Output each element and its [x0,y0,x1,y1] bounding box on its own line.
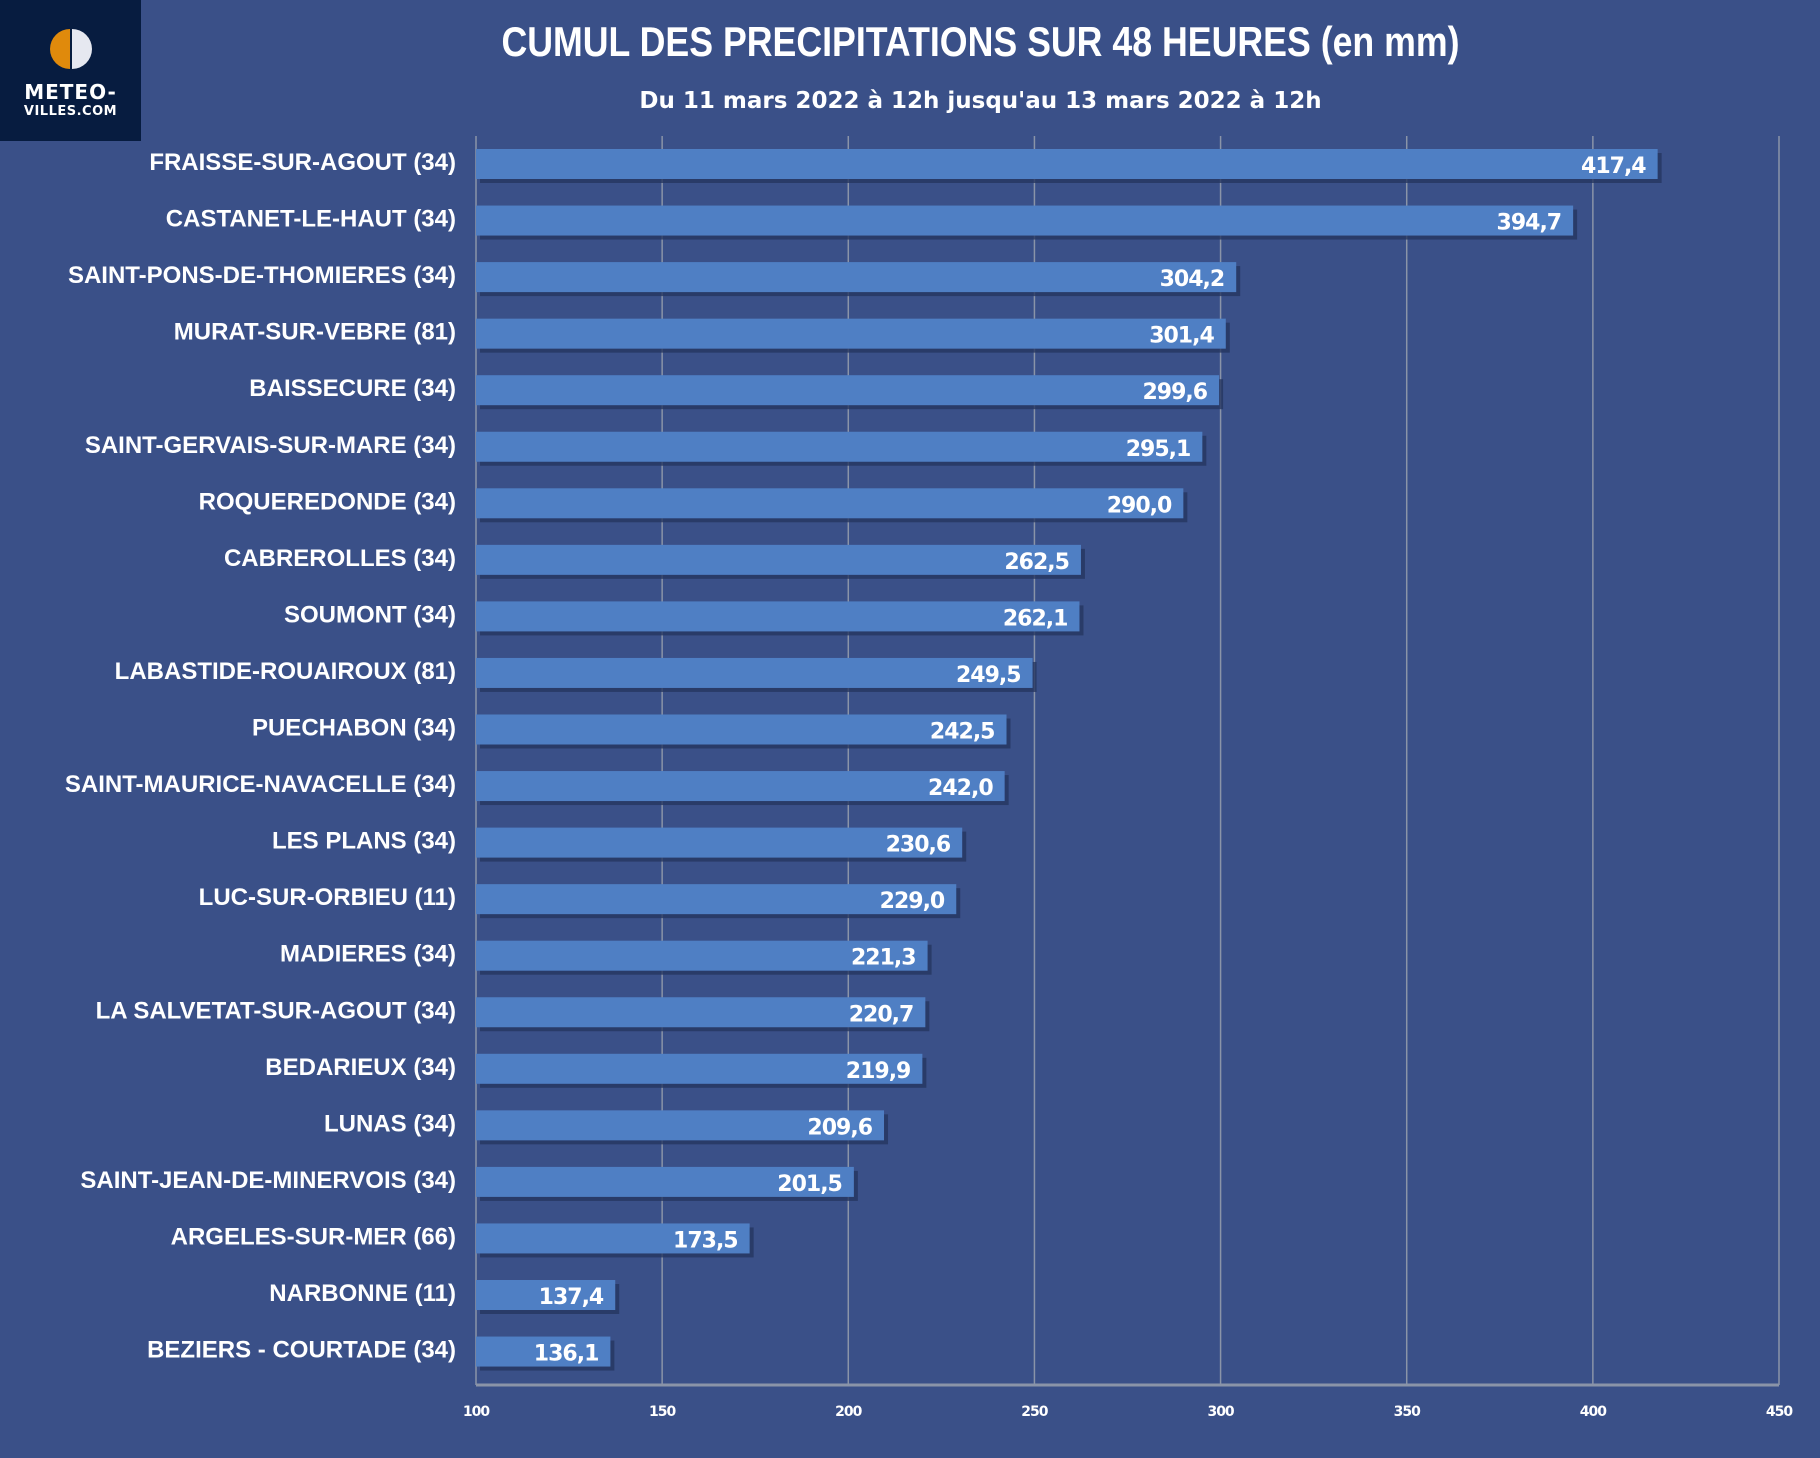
y-category-label: SAINT-JEAN-DE-MINERVOIS (34) [80,1167,456,1194]
y-category-label: NARBONNE (11) [269,1280,456,1307]
bar [476,1223,750,1254]
y-category-label: MURAT-SUR-VEBRE (81) [174,319,456,346]
data-label: 201,5 [777,1172,842,1197]
bar [476,1280,616,1310]
data-label: 304,2 [1160,267,1225,292]
y-category-label: LUNAS (34) [324,1110,456,1137]
logo-text: METEO- [24,80,117,104]
y-category-label: LES PLANS (34) [272,828,456,855]
data-label: 229,0 [880,889,945,914]
x-tick-label: 300 [1207,1404,1234,1420]
chart-subtitle: Du 11 mars 2022 à 12h jusqu'au 13 mars 2… [639,88,1322,114]
y-category-label: FRAISSE-SUR-AGOUT (34) [149,149,456,176]
y-category-label: MADIERES (34) [280,941,456,968]
y-category-label: LA SALVETAT-SUR-AGOUT (34) [96,997,456,1024]
bar [476,544,1081,575]
bar [476,1166,854,1197]
data-label: 394,7 [1497,211,1562,236]
x-tick-label: 250 [1021,1404,1048,1420]
bar [476,262,1237,293]
y-category-label: BEZIERS - COURTADE (34) [147,1337,456,1364]
data-label: 249,5 [956,663,1021,688]
x-tick-label: 350 [1394,1404,1421,1420]
bar [476,884,957,915]
x-tick-label: 200 [835,1404,862,1420]
data-label: 417,4 [1581,154,1646,179]
bar [476,1110,885,1141]
x-tick-label: 100 [463,1404,490,1420]
bar [476,318,1226,349]
x-tick-label: 150 [649,1404,676,1420]
y-category-label: SAINT-MAURICE-NAVACELLE (34) [65,771,456,798]
bar [476,771,1005,802]
data-label: 299,6 [1142,380,1207,405]
bar [476,714,1007,745]
bar [476,1053,923,1084]
bar [476,601,1080,632]
x-tick-label: 400 [1580,1404,1607,1420]
data-label: 242,0 [928,776,993,801]
data-label: 220,7 [849,1002,914,1027]
bar [476,1336,611,1367]
data-label: 209,6 [807,1115,872,1140]
bar [476,149,1658,179]
sun-moon-icon [50,29,92,69]
y-category-label: BAISSECURE (34) [249,375,456,402]
data-label: 242,5 [930,720,995,745]
y-category-label: ARGELES-SUR-MER (66) [171,1223,456,1250]
y-category-label: LABASTIDE-ROUAIROUX (81) [115,658,456,685]
data-label: 137,4 [539,1285,604,1310]
chart-title: CUMUL DES PRECIPITATIONS SUR 48 HEURES (… [501,18,1460,65]
data-label: 173,5 [673,1228,738,1253]
y-category-label: LUC-SUR-ORBIEU (11) [199,884,456,911]
bar [476,488,1184,519]
data-label: 136,1 [534,1342,599,1367]
bar [476,827,963,858]
logo: METEO- VILLES.COM [0,0,141,141]
y-category-label: CABREROLLES (34) [224,545,456,572]
data-label: 262,5 [1004,550,1069,575]
y-category-label: SOUMONT (34) [284,601,456,628]
data-label: 221,3 [851,946,916,971]
data-label: 262,1 [1003,606,1068,631]
y-category-label: CASTANET-LE-HAUT (34) [166,206,456,233]
bar [476,205,1574,236]
data-label: 230,6 [886,833,951,858]
bar [476,431,1203,462]
logo-subtext: VILLES.COM [23,104,118,119]
data-label: 295,1 [1126,437,1191,462]
x-tick-label: 450 [1766,1404,1793,1420]
bar [476,657,1033,688]
y-category-label: SAINT-PONS-DE-THOMIERES (34) [68,262,456,289]
bar [476,375,1220,406]
bar [476,997,926,1028]
data-label: 301,4 [1149,324,1214,349]
y-category-label: SAINT-GERVAIS-SUR-MARE (34) [85,432,456,459]
y-category-label: ROQUEREDONDE (34) [199,488,456,515]
data-label: 219,9 [846,1059,911,1084]
data-label: 290,0 [1107,493,1172,518]
y-category-label: BEDARIEUX (34) [265,1054,456,1081]
bar [476,940,928,971]
y-category-label: PUECHABON (34) [252,715,456,742]
